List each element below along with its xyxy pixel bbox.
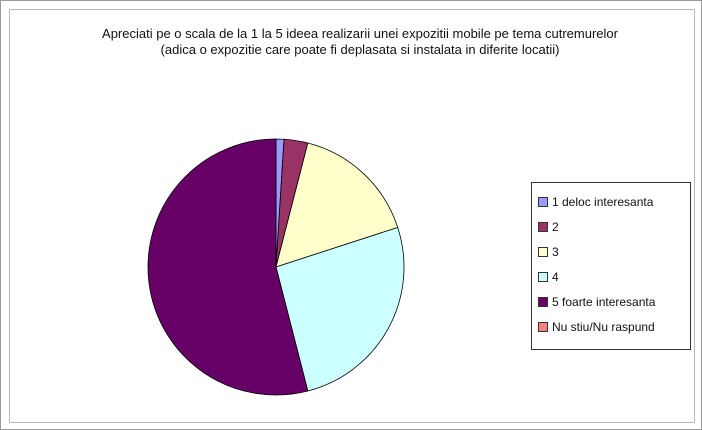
legend-swatch-5 — [538, 297, 548, 307]
legend-label-5: 5 foarte interesanta — [552, 295, 655, 309]
legend-item-6: Nu stiu/Nu raspund — [538, 314, 684, 339]
legend-label-6: Nu stiu/Nu raspund — [552, 320, 655, 334]
legend-item-3: 3 — [538, 239, 684, 264]
legend-swatch-1 — [538, 197, 548, 207]
legend-swatch-2 — [538, 222, 548, 232]
legend-item-4: 4 — [538, 264, 684, 289]
legend-swatch-3 — [538, 247, 548, 257]
chart-title: Apreciati pe o scala de la 1 la 5 ideea … — [90, 26, 630, 58]
chart-legend: 1 deloc interesanta 2 3 4 5 foarte interesan… — [531, 182, 691, 350]
legend-item-5: 5 foarte interesanta — [538, 289, 684, 314]
legend-item-1: 1 deloc interesanta — [538, 189, 684, 214]
legend-label-1: 1 deloc interesanta — [552, 195, 653, 209]
legend-label-2: 2 — [552, 220, 559, 234]
legend-swatch-6 — [538, 322, 548, 332]
pie-chart — [136, 121, 416, 411]
legend-item-2: 2 — [538, 214, 684, 239]
legend-label-3: 3 — [552, 245, 559, 259]
legend-swatch-4 — [538, 272, 548, 282]
legend-label-4: 4 — [552, 270, 559, 284]
